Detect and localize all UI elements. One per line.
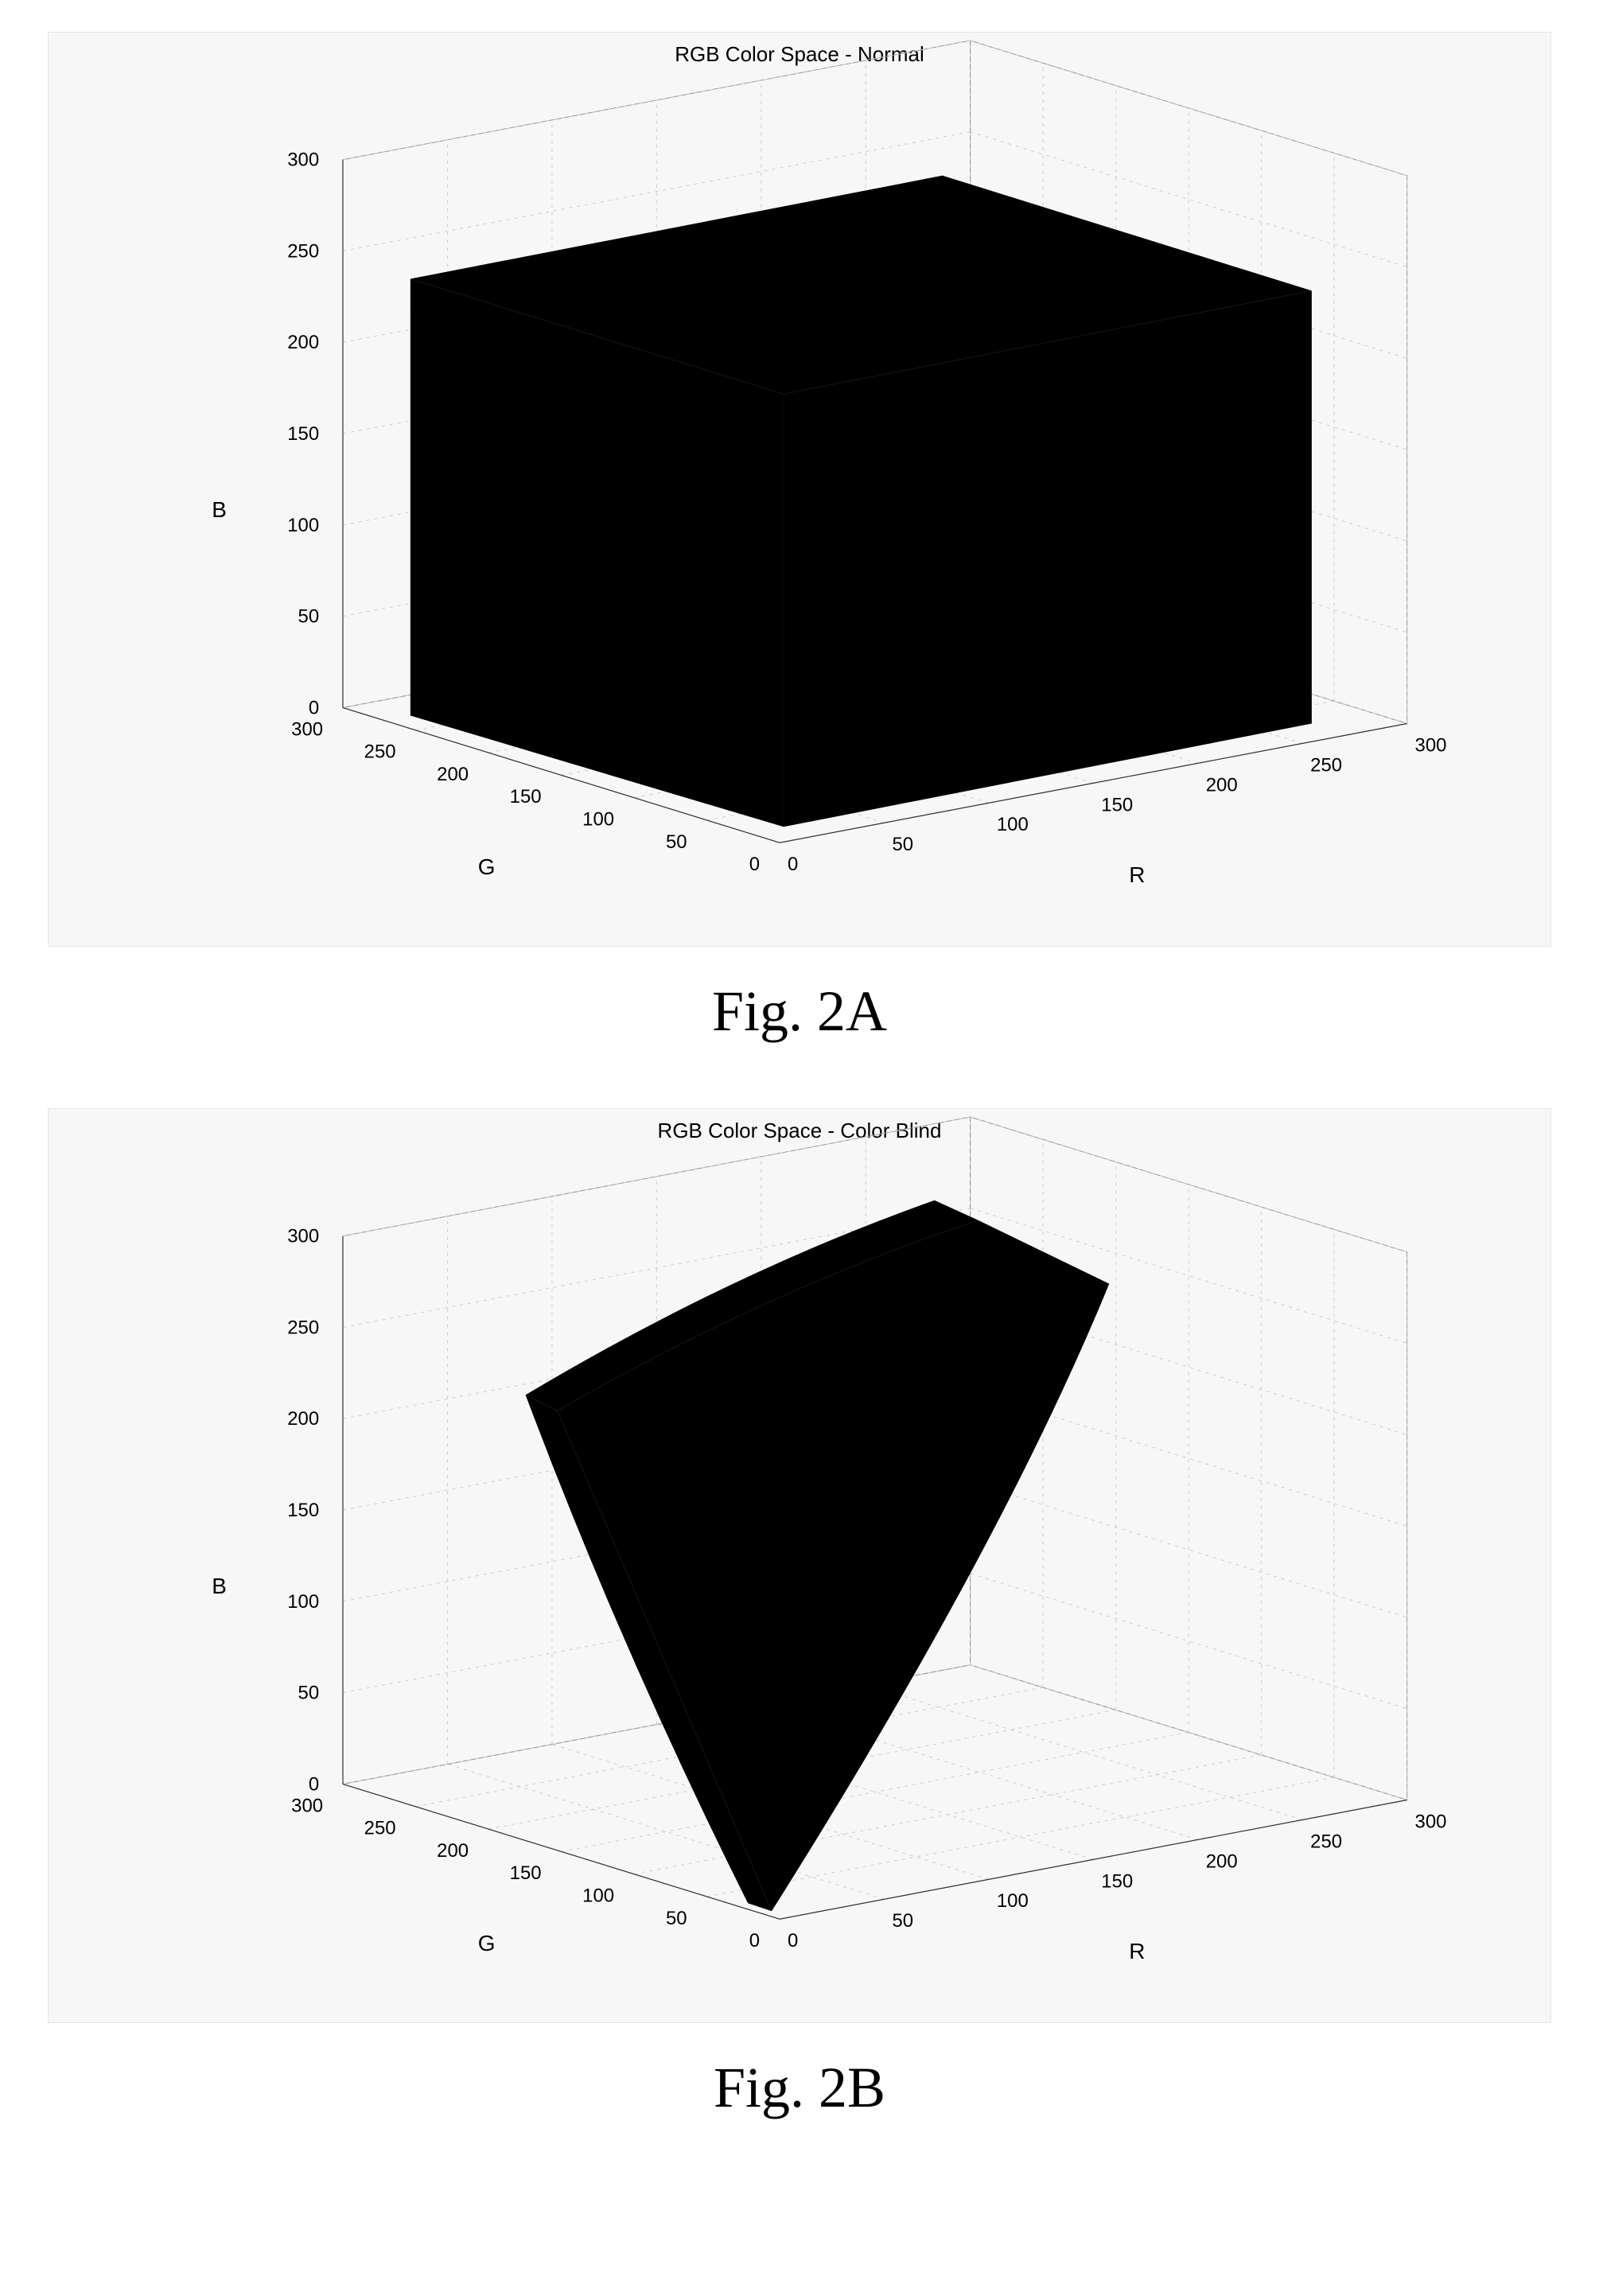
z-axis-label-b: B [212, 1574, 227, 1598]
svg-text:0: 0 [788, 854, 798, 875]
svg-text:250: 250 [364, 1818, 396, 1839]
svg-text:0: 0 [788, 1930, 798, 1952]
svg-text:50: 50 [298, 606, 320, 628]
svg-text:0: 0 [309, 1773, 319, 1795]
x-axis-edge-b [780, 1800, 1407, 1919]
surface-front [558, 1220, 1110, 1911]
figure-a-block: RGB Color Space - Normal 050100150200250… [48, 32, 1551, 1045]
svg-text:150: 150 [1101, 1870, 1133, 1892]
figure-b-axes-group: 0 50 100 150 200 250 300 0 50 100 150 200 250 300 0 5… [212, 1117, 1446, 1963]
figure-b-caption: Fig. 2B [48, 2055, 1551, 2121]
svg-text:100: 100 [997, 1890, 1029, 1912]
z-ticks-b: 0 50 100 150 200 250 300 [287, 1226, 319, 1796]
svg-text:50: 50 [666, 1908, 687, 1929]
svg-text:200: 200 [437, 1840, 469, 1862]
svg-text:50: 50 [666, 831, 687, 853]
svg-text:0: 0 [309, 697, 319, 718]
z-axis-label: B [212, 497, 227, 522]
figure-a-caption: Fig. 2A [48, 979, 1551, 1045]
svg-text:300: 300 [1415, 1811, 1447, 1832]
svg-text:200: 200 [1206, 1850, 1238, 1872]
svg-text:200: 200 [287, 332, 319, 353]
svg-text:200: 200 [437, 764, 469, 785]
svg-text:300: 300 [287, 150, 319, 171]
svg-text:150: 150 [510, 1862, 542, 1884]
svg-text:300: 300 [291, 718, 323, 740]
svg-text:250: 250 [287, 240, 319, 262]
svg-text:50: 50 [892, 834, 913, 855]
figure-b-plot: RGB Color Space - Color Blind 0501001502… [48, 1108, 1551, 2023]
svg-text:200: 200 [287, 1408, 319, 1430]
svg-text:150: 150 [510, 786, 542, 807]
figure-b-block: RGB Color Space - Color Blind 0501001502… [48, 1108, 1551, 2121]
y-axis-label: G [478, 854, 496, 879]
data-surface [526, 1201, 1110, 1911]
y-ticks-b: 0 50 100 150 200 250 300 [291, 1795, 760, 1952]
svg-text:250: 250 [1310, 754, 1342, 776]
svg-text:50: 50 [298, 1683, 320, 1704]
svg-text:50: 50 [892, 1910, 913, 1932]
svg-text:300: 300 [1415, 734, 1447, 756]
svg-text:0: 0 [749, 854, 760, 875]
svg-text:150: 150 [1101, 794, 1133, 815]
svg-text:100: 100 [287, 515, 319, 536]
x-ticks-b: 0 50 100 150 200 250 300 [788, 1811, 1446, 1952]
svg-text:0: 0 [749, 1930, 760, 1952]
svg-text:300: 300 [291, 1795, 323, 1816]
grid-back-right-b [971, 1117, 1407, 1800]
svg-text:150: 150 [287, 423, 319, 445]
svg-text:200: 200 [1206, 774, 1238, 796]
x-axis-label-b: R [1129, 1939, 1145, 1963]
figure-a-svg: 0 50 100 150 200 250 300 0 50 100 150 200 250 300 0 5… [49, 33, 1550, 946]
svg-text:300: 300 [287, 1226, 319, 1247]
svg-text:100: 100 [582, 1885, 614, 1907]
svg-text:150: 150 [287, 1500, 319, 1521]
svg-text:250: 250 [287, 1317, 319, 1338]
z-ticks: 0 50 100 150 200 250 300 [287, 150, 319, 719]
figure-a-plot: RGB Color Space - Normal 050100150200250… [48, 32, 1551, 947]
figure-a-axes-group: 0 50 100 150 200 250 300 0 50 100 150 200 250 300 0 5… [212, 41, 1446, 887]
svg-text:100: 100 [287, 1591, 319, 1613]
svg-text:100: 100 [582, 809, 614, 831]
svg-text:250: 250 [364, 741, 396, 763]
figure-b-svg: 0 50 100 150 200 250 300 0 50 100 150 200 250 300 0 5… [49, 1109, 1550, 2022]
data-cube [410, 176, 1312, 827]
svg-text:100: 100 [997, 814, 1029, 835]
x-axis-label: R [1129, 862, 1145, 887]
y-axis-label-b: G [478, 1931, 496, 1955]
svg-text:250: 250 [1310, 1831, 1342, 1852]
